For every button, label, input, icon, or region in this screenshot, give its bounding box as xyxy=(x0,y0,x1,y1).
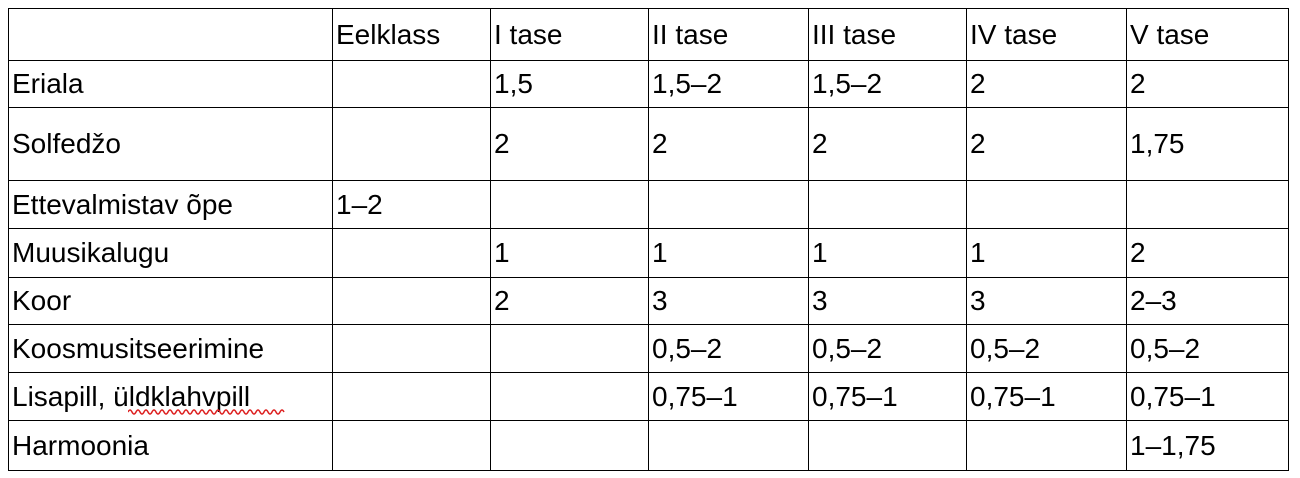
table-cell: 2 xyxy=(966,60,1127,108)
table-cell xyxy=(332,372,491,421)
table-row: Solfedžo 2 2 2 2 1,75 xyxy=(8,107,1289,181)
table-cell: IV tase xyxy=(966,8,1127,61)
table-cell xyxy=(490,324,649,373)
table-cell: 0,5–2 xyxy=(648,324,809,373)
table-cell: 1 xyxy=(648,228,809,278)
table-cell: 1–1,75 xyxy=(1126,420,1289,471)
table-row: Koosmusitseerimine 0,5–2 0,5–2 0,5–2 0,5–2 xyxy=(8,324,1289,373)
table-cell: Eelklass xyxy=(332,8,491,61)
table-cell xyxy=(966,180,1127,229)
table-cell xyxy=(332,60,491,108)
table-cell: III tase xyxy=(808,8,967,61)
table-cell: 1 xyxy=(966,228,1127,278)
table-cell: 0,5–2 xyxy=(808,324,967,373)
table-cell: 2 xyxy=(1126,228,1289,278)
table-cell xyxy=(332,107,491,181)
spellcheck-underline xyxy=(128,409,285,415)
table-cell: 1,5–2 xyxy=(808,60,967,108)
table-cell: 0,75–1 xyxy=(1126,372,1289,421)
table-cell: Koosmusitseerimine xyxy=(8,324,333,373)
table-cell xyxy=(966,420,1127,471)
table-cell: Eriala xyxy=(8,60,333,108)
table-cell xyxy=(490,372,649,421)
table-cell: 3 xyxy=(966,277,1127,325)
table-row: Harmoonia 1–1,75 xyxy=(8,420,1289,471)
table-cell: 0,5–2 xyxy=(966,324,1127,373)
table-cell xyxy=(808,180,967,229)
table-cell: 0,75–1 xyxy=(648,372,809,421)
table-cell: Ettevalmistav õpe xyxy=(8,180,333,229)
table-cell: 0,75–1 xyxy=(808,372,967,421)
table-cell xyxy=(490,420,649,471)
table-cell xyxy=(332,228,491,278)
table-cell: II tase xyxy=(648,8,809,61)
table-row: Muusikalugu 1 1 1 1 2 xyxy=(8,228,1289,278)
table-cell xyxy=(808,420,967,471)
table-cell: V tase xyxy=(1126,8,1289,61)
table-cell xyxy=(1126,180,1289,229)
table-cell: 2 xyxy=(648,107,809,181)
table-cell: 2 xyxy=(490,107,649,181)
table-cell xyxy=(648,180,809,229)
table-cell: 2 xyxy=(966,107,1127,181)
table-cell: Harmoonia xyxy=(8,420,333,471)
table-cell xyxy=(332,277,491,325)
table-row: Eriala 1,5 1,5–2 1,5–2 2 2 xyxy=(8,60,1289,108)
table-cell: 1 xyxy=(490,228,649,278)
table-cell: Solfedžo xyxy=(8,107,333,181)
table-cell: 0,75–1 xyxy=(966,372,1127,421)
table-cell: 1,5–2 xyxy=(648,60,809,108)
table-cell: 2 xyxy=(490,277,649,325)
table: Eelklass I tase II tase III tase IV tase V ta… xyxy=(8,8,1289,471)
table-row: Ettevalmistav õpe 1–2 xyxy=(8,180,1289,229)
table-cell: 1 xyxy=(808,228,967,278)
table-cell: I tase xyxy=(490,8,649,61)
table-cell: 2 xyxy=(808,107,967,181)
table-cell: 3 xyxy=(808,277,967,325)
table-cell: 1,75 xyxy=(1126,107,1289,181)
table-row: Eelklass I tase II tase III tase IV tase V ta… xyxy=(8,8,1289,61)
table-cell: 2–3 xyxy=(1126,277,1289,325)
table-cell: 1–2 xyxy=(332,180,491,229)
table-cell xyxy=(490,180,649,229)
table-cell: 0,5–2 xyxy=(1126,324,1289,373)
table-cell xyxy=(332,420,491,471)
table-row: Koor 2 3 3 3 2–3 xyxy=(8,277,1289,325)
table-cell xyxy=(648,420,809,471)
table-cell: 1,5 xyxy=(490,60,649,108)
table-cell: Koor xyxy=(8,277,333,325)
table-cell: 3 xyxy=(648,277,809,325)
table-cell xyxy=(8,8,333,61)
table-cell: 2 xyxy=(1126,60,1289,108)
table-cell xyxy=(332,324,491,373)
table-cell: Muusikalugu xyxy=(8,228,333,278)
